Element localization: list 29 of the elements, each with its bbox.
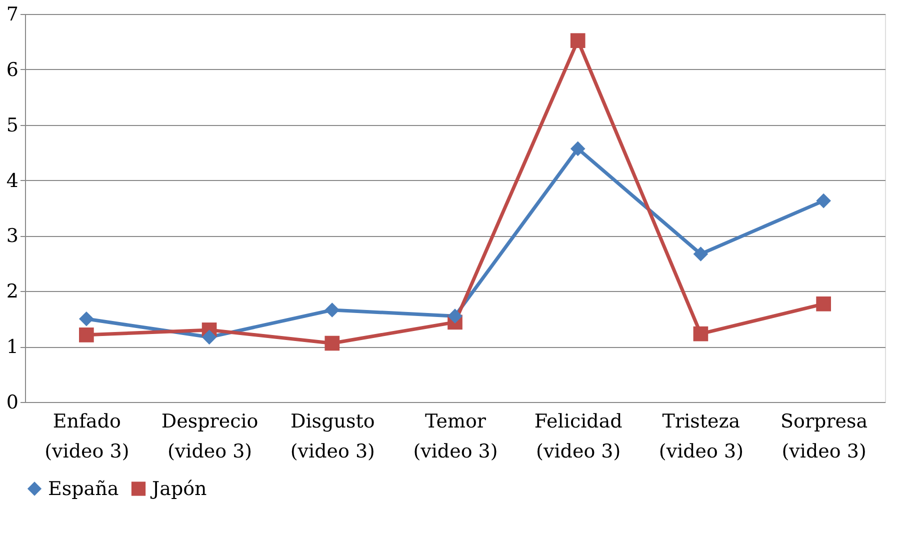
x-tick-label: Desprecio (video 3) xyxy=(161,410,258,462)
point xyxy=(79,311,94,326)
point xyxy=(324,302,340,318)
point xyxy=(816,296,831,312)
legend-label: Japón xyxy=(150,478,207,500)
point xyxy=(79,328,94,342)
y-tick-label: 2 xyxy=(6,280,18,303)
y-tick-label: 6 xyxy=(6,58,18,81)
point xyxy=(202,330,217,345)
point xyxy=(570,33,586,48)
legend-label: España xyxy=(48,478,119,500)
point xyxy=(693,246,708,262)
y-tick-label: 3 xyxy=(6,225,18,248)
y-tick-label: 1 xyxy=(6,336,18,358)
x-tick-label: Enfado (video 3) xyxy=(44,410,130,462)
point xyxy=(816,193,831,208)
point xyxy=(324,336,340,351)
y-tick-label: 5 xyxy=(6,114,18,136)
x-tick-label: Temor (video 3) xyxy=(413,410,498,462)
point xyxy=(570,141,586,156)
x-tick-label: Sorpresa (video 3) xyxy=(780,410,868,462)
point xyxy=(448,308,462,324)
x-tick-label: Disgusto (video 3) xyxy=(290,410,375,462)
point xyxy=(693,326,708,342)
y-tick-label: 7 xyxy=(6,4,18,26)
x-tick-label: Tristeza (video 3) xyxy=(658,410,744,462)
y-tick-label: 4 xyxy=(6,170,18,192)
x-tick-label: Felicidad (video 3) xyxy=(534,410,622,462)
y-tick-label: 0 xyxy=(6,392,18,414)
